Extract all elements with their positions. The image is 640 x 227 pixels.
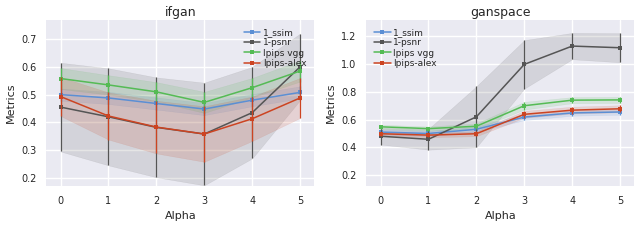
lpips-alex xyxy=(104,115,112,117)
1-psnr xyxy=(104,116,112,118)
1_ssim xyxy=(568,111,576,114)
lpips-alex xyxy=(200,133,208,135)
lpips vgg xyxy=(616,99,624,101)
1-psnr xyxy=(568,45,576,47)
Y-axis label: Metrics: Metrics xyxy=(6,83,15,123)
Line: lpips vgg: lpips vgg xyxy=(58,69,302,104)
Title: ifgan: ifgan xyxy=(164,5,196,19)
1-psnr xyxy=(248,111,256,114)
lpips-alex xyxy=(616,107,624,110)
Legend: 1_ssim, 1-psnr, lpips vgg, lpips-alex: 1_ssim, 1-psnr, lpips vgg, lpips-alex xyxy=(240,24,310,72)
lpips-alex xyxy=(296,97,304,99)
1-psnr xyxy=(57,106,65,109)
lpips-alex xyxy=(424,134,432,136)
1_ssim xyxy=(472,128,480,131)
Y-axis label: Metrics: Metrics xyxy=(326,83,335,123)
Line: lpips-alex: lpips-alex xyxy=(58,94,302,136)
lpips vgg xyxy=(57,77,65,80)
lpips-alex xyxy=(472,132,480,135)
1-psnr xyxy=(616,46,624,49)
1-psnr xyxy=(377,135,385,138)
X-axis label: Alpha: Alpha xyxy=(484,211,516,222)
X-axis label: Alpha: Alpha xyxy=(164,211,196,222)
Line: 1_ssim: 1_ssim xyxy=(378,110,622,136)
lpips vgg xyxy=(104,84,112,86)
lpips vgg xyxy=(200,101,208,104)
1-psnr xyxy=(472,116,480,118)
Line: 1_ssim: 1_ssim xyxy=(58,90,302,111)
Line: 1-psnr: 1-psnr xyxy=(378,44,622,141)
1_ssim xyxy=(377,131,385,133)
Line: 1-psnr: 1-psnr xyxy=(58,65,302,136)
1_ssim xyxy=(152,102,160,105)
1-psnr xyxy=(152,126,160,129)
1_ssim xyxy=(296,91,304,94)
lpips-alex xyxy=(520,113,528,116)
lpips-alex xyxy=(248,117,256,120)
Legend: 1_ssim, 1-psnr, lpips vgg, lpips-alex: 1_ssim, 1-psnr, lpips vgg, lpips-alex xyxy=(371,24,440,72)
lpips vgg xyxy=(248,86,256,89)
lpips vgg xyxy=(152,91,160,93)
Title: ganspace: ganspace xyxy=(470,5,531,19)
1_ssim xyxy=(200,108,208,110)
lpips vgg xyxy=(377,126,385,128)
1-psnr xyxy=(296,66,304,68)
1-psnr xyxy=(520,63,528,66)
1_ssim xyxy=(616,111,624,113)
lpips vgg xyxy=(424,127,432,130)
1-psnr xyxy=(200,133,208,135)
Line: lpips vgg: lpips vgg xyxy=(378,98,622,131)
1_ssim xyxy=(57,93,65,96)
lpips vgg xyxy=(520,104,528,107)
1_ssim xyxy=(424,132,432,135)
lpips vgg xyxy=(296,70,304,72)
lpips-alex xyxy=(57,95,65,98)
1-psnr xyxy=(424,138,432,141)
1_ssim xyxy=(248,99,256,101)
lpips vgg xyxy=(472,125,480,128)
1_ssim xyxy=(104,97,112,99)
Line: lpips-alex: lpips-alex xyxy=(378,107,622,137)
lpips vgg xyxy=(568,99,576,101)
lpips-alex xyxy=(152,126,160,128)
1_ssim xyxy=(520,116,528,118)
lpips-alex xyxy=(568,109,576,111)
lpips-alex xyxy=(377,132,385,135)
